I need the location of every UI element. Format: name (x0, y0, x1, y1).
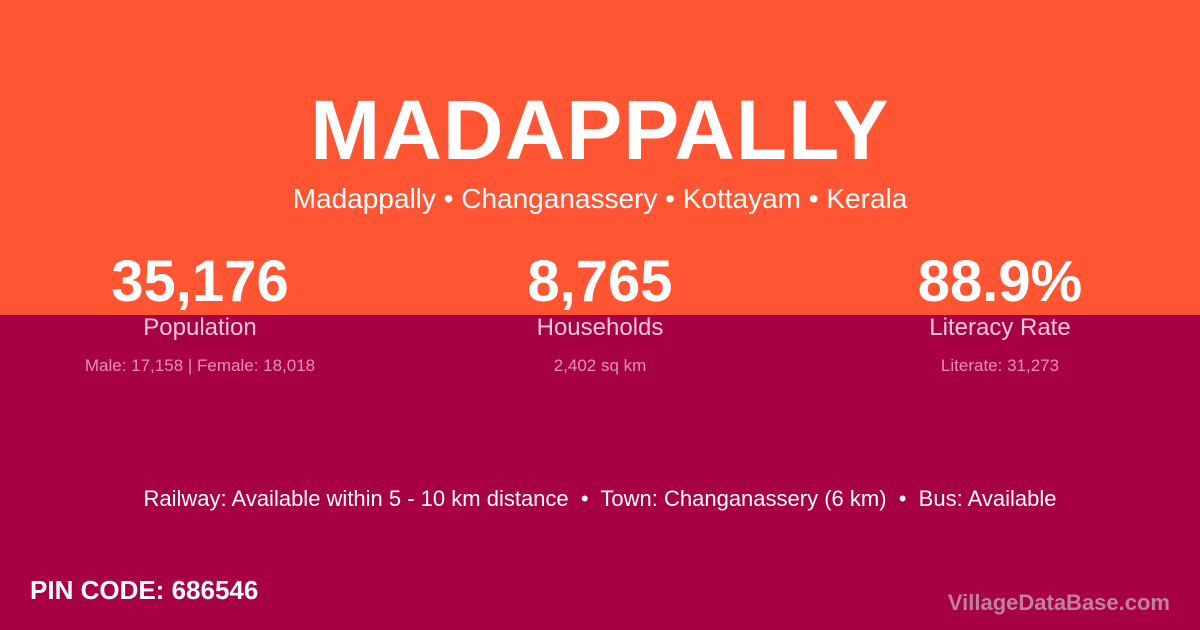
stat-label: Literacy Rate (929, 314, 1071, 341)
stat-detail: Male: 17,158 | Female: 18,018 (84, 356, 316, 375)
stat-value: 35,176 (111, 249, 289, 314)
stat-label: Households (536, 314, 664, 341)
header-band (0, 0, 1200, 315)
stat-literacy: 88.9% Literacy Rate Literate: 31,273 (800, 248, 1200, 376)
stat-households: 8,765 Households 2,402 sq km (400, 248, 800, 376)
village-title: MADAPPALLY (310, 83, 890, 177)
brand-watermark: VillageDataBase.com (947, 590, 1170, 615)
connectivity-info: Railway: Available within 5 - 10 km dist… (143, 486, 1057, 511)
stat-population: 35,176 Population Male: 17,158 | Female:… (0, 248, 400, 376)
pin-code: PIN CODE: 686546 (30, 575, 259, 605)
stat-label: Population (143, 314, 257, 341)
location-breadcrumb: Madappally • Changanassery • Kottayam • … (292, 183, 908, 214)
stat-value: 88.9% (917, 249, 1083, 314)
stat-detail: Literate: 31,273 (940, 356, 1060, 375)
stat-detail: 2,402 sq km (553, 356, 647, 375)
stat-value: 8,765 (527, 249, 673, 314)
